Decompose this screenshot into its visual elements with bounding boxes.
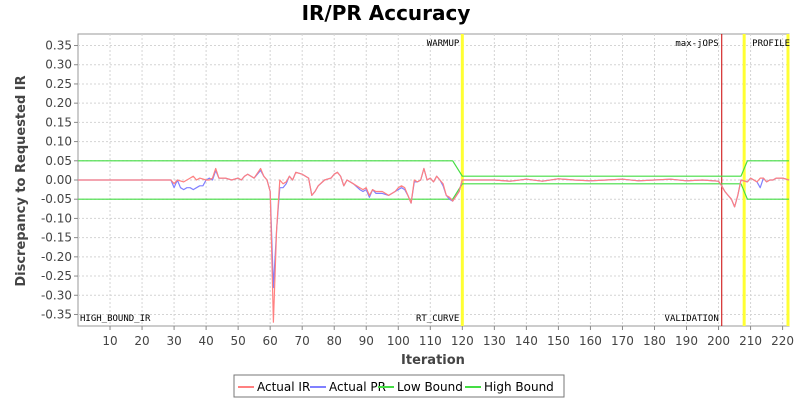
x-tick-label: 140 <box>515 334 538 348</box>
x-tick-label: 170 <box>611 334 634 348</box>
x-tick-label: 150 <box>547 334 570 348</box>
y-tick-label: -0.25 <box>41 269 72 283</box>
marker-label: WARMUP <box>427 39 460 49</box>
x-tick-label: 60 <box>263 334 278 348</box>
x-tick-label: 180 <box>643 334 666 348</box>
series-line-actual-ir <box>78 167 790 323</box>
x-tick-label: 20 <box>134 334 149 348</box>
marker-label: HIGH_BOUND_IR <box>80 314 151 324</box>
x-tick-label: 210 <box>739 334 762 348</box>
y-tick-label: 0.30 <box>45 58 72 72</box>
legend-box <box>233 374 565 398</box>
x-tick-label: 220 <box>771 334 794 348</box>
y-tick-label: 0.05 <box>45 154 72 168</box>
y-tick-label: 0.15 <box>45 115 72 129</box>
legend-label: Actual PR <box>329 380 386 394</box>
x-tick-label: 10 <box>102 334 117 348</box>
marker-labels: WARMUP max-jOPS PROFILE HIGH_BOUND_IR RT_CUR… <box>80 39 790 324</box>
grid <box>78 34 789 326</box>
marker-label: RT_CURVE <box>416 314 459 324</box>
x-axis-label: Iteration <box>401 353 465 368</box>
series-line-high-bound <box>78 160 789 177</box>
y-tick-label: -0.35 <box>41 307 72 321</box>
x-tick-label: 100 <box>387 334 410 348</box>
y-tick-label: -0.15 <box>41 231 72 245</box>
x-tick-label: 90 <box>359 334 374 348</box>
legend-label: Low Bound <box>397 380 463 394</box>
x-tick-label: 130 <box>483 334 506 348</box>
legend-label: Actual IR <box>257 380 310 394</box>
y-axis-ticks: 0.35 0.30 0.25 0.20 0.15 0.10 0.05 0.00 -0.05 -0.… <box>41 39 78 321</box>
x-tick-label: 110 <box>419 334 442 348</box>
y-tick-label: -0.10 <box>41 211 72 225</box>
x-axis-ticks: 10 20 30 40 50 60 70 80 90 100 110 120 130 140 150 160 1… <box>102 326 794 348</box>
y-tick-label: 0.25 <box>45 77 72 91</box>
marker-label: max-jOPS <box>675 39 718 49</box>
y-tick-label: 0.10 <box>45 135 72 149</box>
x-tick-label: 190 <box>675 334 698 348</box>
y-axis-label: Discrepancy to Requested IR <box>14 75 29 286</box>
x-tick-label: 30 <box>166 334 181 348</box>
series-line-low-bound <box>78 183 789 200</box>
x-tick-label: 40 <box>198 334 213 348</box>
legend: Actual IR Actual PR Low Bound High Bound <box>233 374 565 398</box>
x-tick-label: 160 <box>579 334 602 348</box>
x-tick-label: 50 <box>230 334 245 348</box>
x-tick-label: 80 <box>327 334 342 348</box>
y-tick-label: -0.20 <box>41 250 72 264</box>
series-lines <box>78 160 790 323</box>
x-tick-label: 120 <box>451 334 474 348</box>
y-tick-label: 0.35 <box>45 39 72 53</box>
y-tick-label: 0.20 <box>45 96 72 110</box>
legend-label: High Bound <box>484 380 554 394</box>
y-tick-label: -0.05 <box>41 192 72 206</box>
y-tick-label: 0.00 <box>45 173 72 187</box>
y-tick-label: -0.30 <box>41 288 72 302</box>
chart-title: IR/PR Accuracy <box>302 1 471 25</box>
marker-label: PROFILE <box>752 39 790 49</box>
x-tick-label: 70 <box>295 334 310 348</box>
x-tick-label: 200 <box>707 334 730 348</box>
marker-label: VALIDATION <box>665 314 719 324</box>
